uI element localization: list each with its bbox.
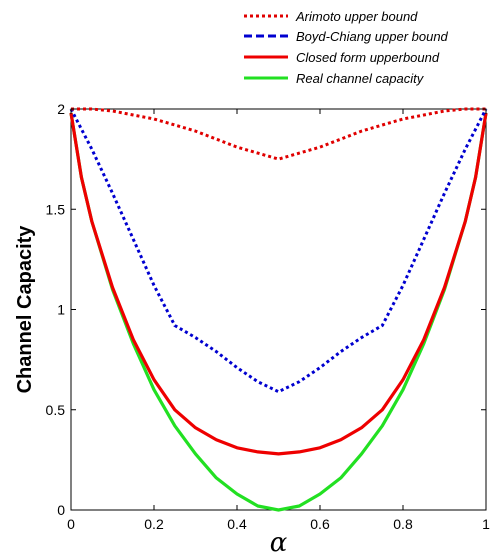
legend-entry-label: Closed form upperbound: [296, 50, 440, 65]
plot-area: 0 0.2 0.4 0.6 0.8 1 0 0.5 1 1.5 2: [46, 101, 491, 532]
x-tick-label: 0.2: [144, 516, 164, 532]
y-tick-label: 0.5: [46, 402, 66, 418]
y-tick-label: 1.5: [46, 201, 66, 217]
y-tick-label: 1: [57, 302, 65, 318]
y-tick-label: 2: [57, 101, 65, 117]
series-line-boyd-chiang-upper-bound: [69, 108, 488, 394]
x-tick-label: 0.8: [393, 516, 413, 532]
legend-entry-label: Real channel capacity: [296, 71, 425, 86]
legend: Arimoto upper bound Boyd-Chiang upper bou…: [244, 9, 449, 86]
x-axis-label: α: [270, 528, 288, 558]
y-tick-label: 0: [57, 502, 65, 518]
x-tick-label: 0: [67, 516, 75, 532]
x-tick-label: 0.4: [227, 516, 247, 532]
x-tick-label: 1: [482, 516, 490, 532]
series-layer: [69, 107, 488, 512]
legend-entry-label: Boyd-Chiang upper bound: [296, 29, 449, 44]
x-tick-label: 0.6: [310, 516, 330, 532]
series-line-real-channel-capacity: [69, 112, 488, 512]
series-line-closed-form-upperbound: [69, 112, 488, 456]
legend-entry-label: Arimoto upper bound: [295, 9, 418, 24]
y-axis-label: Channel Capacity: [14, 225, 36, 394]
plot-frame: [70, 108, 487, 511]
ticks-layer: 0 0.2 0.4 0.6 0.8 1 0 0.5 1 1.5 2: [46, 101, 491, 532]
series-line-arimoto-upper-bound: [71, 107, 486, 161]
